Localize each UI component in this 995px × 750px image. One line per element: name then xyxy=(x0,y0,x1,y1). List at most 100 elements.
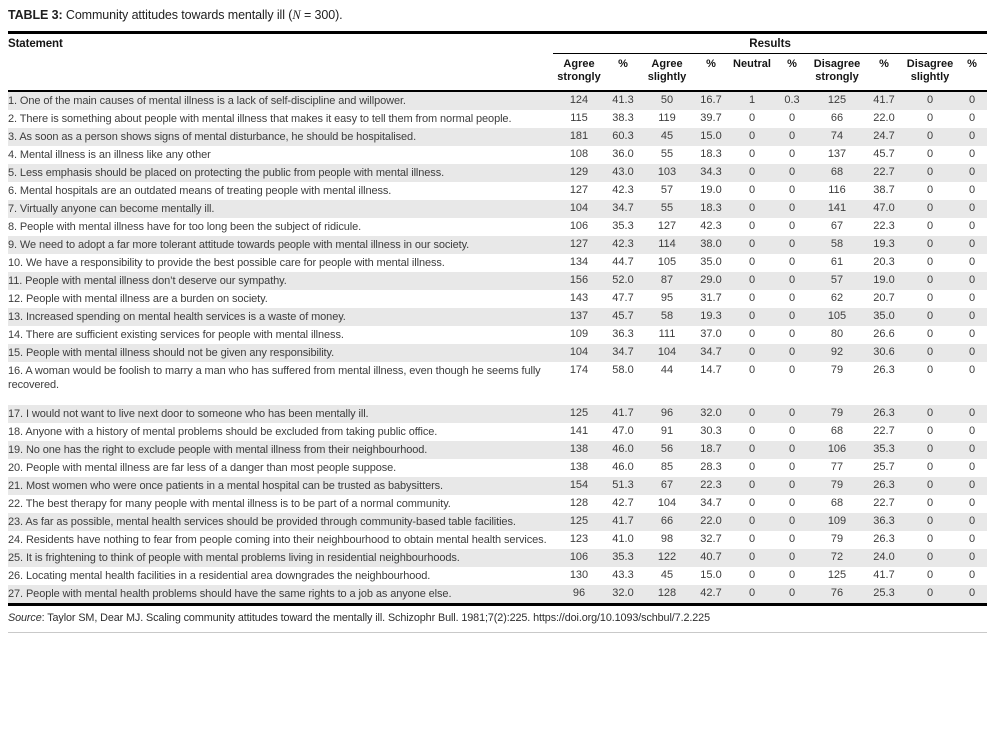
value-cell: 119 xyxy=(658,112,676,124)
value-cell: 0 xyxy=(748,587,756,599)
value-cell: 0 xyxy=(969,238,976,250)
table-row: 15. People with mental illness should no… xyxy=(8,344,988,362)
statement-cell: 16. A woman would be foolish to marry a … xyxy=(8,365,541,391)
value-cell: 95 xyxy=(660,292,674,304)
value-cell: 0 xyxy=(748,551,756,563)
value-cell: 0 xyxy=(748,274,756,286)
table-row: 24. Residents have nothing to fear from … xyxy=(8,531,987,549)
statement-cell: 8. People with mental illness have for t… xyxy=(8,221,362,233)
value-cell: 0 xyxy=(926,479,934,491)
statement-cell: 2. There is something about people with … xyxy=(8,113,512,125)
value-cell: 130 xyxy=(569,569,589,581)
value-cell: 106 xyxy=(569,551,589,563)
value-cell: 0 xyxy=(788,425,796,437)
value-cell: 0 xyxy=(969,148,976,160)
value-cell: 18.7 xyxy=(700,443,722,455)
value-cell: 45.7 xyxy=(873,148,895,160)
value-cell: 67 xyxy=(660,479,674,491)
value-cell: 57 xyxy=(830,274,844,286)
value-cell: 0.3 xyxy=(784,94,800,106)
value-cell: 0 xyxy=(788,112,796,124)
value-cell: 79 xyxy=(830,364,844,376)
value-cell: 79 xyxy=(830,479,844,491)
value-cell: 0 xyxy=(788,587,796,599)
value-cell: 0 xyxy=(969,551,976,563)
statement-cell: 26. Locating mental health facilities in… xyxy=(8,570,431,582)
table-row: 21. Most women who were once patients in… xyxy=(8,477,988,495)
value-cell: 0 xyxy=(969,112,976,124)
value-cell: 35.0 xyxy=(873,310,895,322)
value-cell: 0 xyxy=(926,274,934,286)
value-cell: 0 xyxy=(748,220,756,232)
value-cell: 127 xyxy=(569,238,589,250)
value-cell: 0 xyxy=(788,479,796,491)
statement-cell: 10. We have a responsibility to provide … xyxy=(8,257,445,269)
column-header-row: Agree strongly% Agree slightly% Neutral% Di… xyxy=(8,54,987,92)
value-cell: 0 xyxy=(926,515,934,527)
value-cell: 0 xyxy=(748,148,756,160)
source-note: Source: Taylor SM, Dear MJ. Scaling comm… xyxy=(8,606,987,633)
statement-cell: 9. We need to adopt a far more tolerant … xyxy=(8,239,470,251)
value-cell: 35.3 xyxy=(873,443,895,455)
value-cell: 134 xyxy=(569,256,589,268)
value-cell: 0 xyxy=(748,461,756,473)
value-cell: 0 xyxy=(926,551,934,563)
value-cell: 141 xyxy=(827,202,847,214)
value-cell: 68 xyxy=(830,425,844,437)
value-cell: 0 xyxy=(926,407,934,419)
value-cell: 0 xyxy=(926,256,934,268)
statement-cell: 24. Residents have nothing to fear from … xyxy=(8,534,547,546)
value-cell: 22.7 xyxy=(873,497,895,509)
value-cell: 15.0 xyxy=(700,569,722,581)
value-cell: 0 xyxy=(788,515,796,527)
value-cell: 154 xyxy=(569,479,589,491)
value-cell: 0 xyxy=(788,497,796,509)
value-cell: 0 xyxy=(788,407,796,419)
value-cell: 20.7 xyxy=(873,292,895,304)
statement-column-header: Statement xyxy=(8,38,63,50)
value-cell: 32.0 xyxy=(700,407,722,419)
value-cell: 98 xyxy=(660,533,674,545)
value-cell: 80 xyxy=(830,328,844,340)
value-cell: 0 xyxy=(748,515,756,527)
value-cell: 0 xyxy=(748,497,756,509)
column-header: Agree strongly xyxy=(557,58,601,83)
value-cell: 22.7 xyxy=(873,166,895,178)
value-cell: 35.3 xyxy=(612,551,634,563)
value-cell: 114 xyxy=(658,238,676,250)
value-cell: 0 xyxy=(969,364,976,376)
table-row: 26. Locating mental health facilities in… xyxy=(8,567,987,585)
value-cell: 0 xyxy=(788,184,796,196)
table-title-text: Community attitudes towards mentally ill… xyxy=(62,8,293,22)
statement-cell: 18. Anyone with a history of mental prob… xyxy=(8,426,438,438)
value-cell: 19.3 xyxy=(700,310,722,322)
table-row: 5. Less emphasis should be placed on pro… xyxy=(8,164,988,182)
value-cell: 0 xyxy=(788,202,796,214)
value-cell: 0 xyxy=(926,130,934,142)
value-cell: 58 xyxy=(830,238,844,250)
value-cell: 36.3 xyxy=(612,328,634,340)
value-cell: 0 xyxy=(969,328,976,340)
value-cell: 0 xyxy=(969,346,976,358)
value-cell: 29.0 xyxy=(700,274,722,286)
value-cell: 31.7 xyxy=(700,292,722,304)
statement-cell: 3. As soon as a person shows signs of me… xyxy=(8,131,417,143)
value-cell: 141 xyxy=(569,425,589,437)
value-cell: 66 xyxy=(830,112,844,124)
value-cell: 50 xyxy=(660,94,674,106)
value-cell: 26.6 xyxy=(873,328,895,340)
value-cell: 38.7 xyxy=(873,184,895,196)
value-cell: 0 xyxy=(926,202,934,214)
value-cell: 0 xyxy=(969,533,976,545)
value-cell: 0 xyxy=(748,328,756,340)
value-cell: 61 xyxy=(830,256,844,268)
value-cell: 91 xyxy=(660,425,674,437)
column-header: % xyxy=(706,58,716,70)
value-cell: 0 xyxy=(788,364,796,376)
value-cell: 0 xyxy=(969,515,976,527)
value-cell: 0 xyxy=(748,112,756,124)
table-row: 19. No one has the right to exclude peop… xyxy=(8,441,988,459)
value-cell: 105 xyxy=(827,310,847,322)
table-row: 6. Mental hospitals are an outdated mean… xyxy=(8,182,987,200)
value-cell: 104 xyxy=(657,497,677,509)
